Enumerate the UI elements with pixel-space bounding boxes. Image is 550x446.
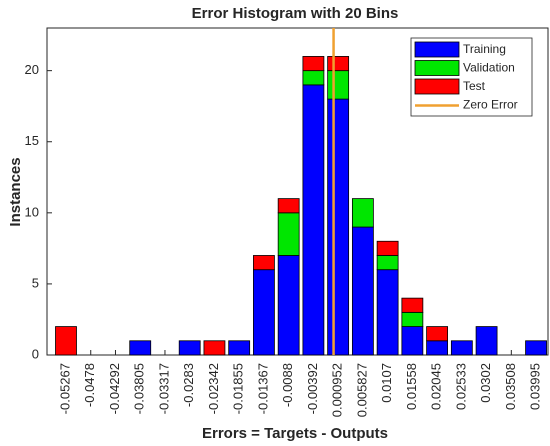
bar-segment [525,340,547,356]
legend-label: Training [463,42,506,56]
x-tick-label: -0.0478 [82,363,97,407]
legend-label: Test [463,79,486,93]
x-tick-label: -0.01367 [255,363,270,414]
bar-segment [450,340,473,356]
x-tick-label: -0.01855 [231,363,246,414]
bar-segment [327,70,350,100]
x-tick-label: 0.0302 [478,363,493,403]
legend-swatch [414,60,460,76]
bar-segment [178,340,201,356]
bar-segment [203,340,226,356]
y-axis-label: Instances [7,157,24,226]
bar-segment [475,326,498,356]
x-tick-label: 0.0107 [379,363,394,403]
legend-swatch [414,78,460,95]
bar-segment [253,269,275,356]
bar-segment [302,56,325,72]
bar-segment [129,340,152,356]
bar-segment [327,56,350,72]
bar-segment [376,269,399,356]
bar-segment [401,297,424,313]
x-tick-label: 0.000952 [330,363,345,417]
bar-segment [253,255,275,271]
bar-segment [302,84,325,356]
bar-segment [327,98,350,356]
x-tick-label: 0.03508 [503,363,518,410]
bar-segment [351,226,374,356]
x-tick-label: -0.03317 [156,363,171,414]
bar-segment [401,326,424,356]
x-tick-label: -0.04292 [107,363,122,414]
bar-segment [401,311,424,327]
bar-segment [277,212,300,256]
x-tick-label: -0.0283 [181,363,196,407]
x-tick-label: 0.03995 [527,363,542,410]
legend-label: Zero Error [463,98,518,112]
bar-segment [426,340,449,356]
x-axis-label: Errors = Targets - Outputs [202,425,388,442]
y-tick-label: 5 [32,275,39,290]
bar-segment [376,240,399,256]
bar-segment [426,326,449,342]
bar-segment [376,255,399,271]
bar-segment [55,326,77,356]
x-tick-label: -0.0088 [280,363,295,407]
y-tick-label: 15 [25,133,39,148]
bar-segment [302,70,325,86]
bar-segment [228,340,251,356]
bar-segment [277,255,300,356]
x-tick-label: 0.005827 [354,363,369,417]
x-tick-label: 0.02045 [429,363,444,410]
x-tick-label: -0.00392 [305,363,320,414]
x-tick-label: 0.01558 [404,363,419,410]
x-tick-label: -0.05267 [57,363,72,414]
bar-segment [277,198,300,214]
y-tick-label: 10 [25,204,39,219]
legend-swatch [414,41,460,58]
x-tick-label: -0.03805 [132,363,147,414]
bar-segment [351,198,374,228]
y-tick-label: 20 [25,62,39,77]
x-tick-label: -0.02342 [206,363,221,414]
x-tick-label: 0.02533 [453,363,468,410]
legend-label: Validation [463,61,515,75]
y-tick-label: 0 [32,346,39,361]
chart-title: Error Histogram with 20 Bins [192,5,399,22]
